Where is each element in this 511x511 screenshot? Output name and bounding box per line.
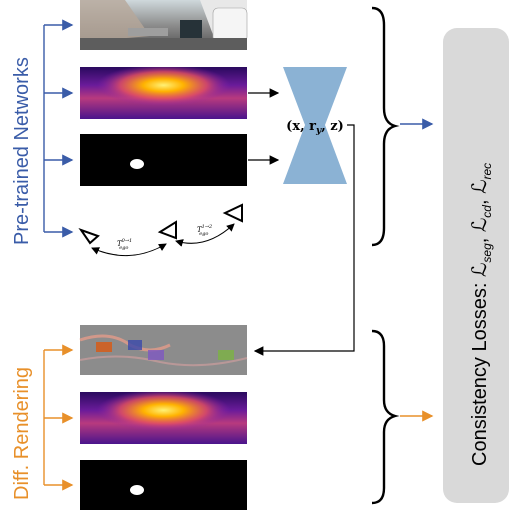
- depth-map-pred: [80, 67, 247, 119]
- consistency-loss-label: Consistency Losses: ℒseg, ℒcd, ℒrec: [469, 163, 494, 466]
- bottom-brace: [371, 329, 400, 505]
- pose-params-label: (x, ry, z): [286, 119, 344, 136]
- top-brace: [371, 6, 400, 247]
- camera-2-icon: [222, 203, 243, 223]
- mask-pred: [80, 134, 247, 186]
- ego-arrow-01: [91, 243, 167, 257]
- ego-poses: T0→1 ego T1→2 ego: [78, 203, 243, 257]
- camera-0-icon: [78, 228, 100, 245]
- input-photo: [80, 0, 248, 50]
- diff-rendering-label: Diff. Rendering: [11, 367, 33, 500]
- ego-12-label: T1→2 ego: [197, 224, 212, 237]
- consistency-loss-box: Consistency Losses: ℒseg, ℒcd, ℒrec: [443, 28, 509, 503]
- arrow-net-to-render: [253, 124, 355, 356]
- rendered-rgb: [79, 325, 248, 375]
- render-section: Diff. Rendering: [11, 344, 74, 500]
- camera-1-icon: [157, 220, 177, 240]
- ego-arrow-12: [175, 223, 235, 247]
- pretrained-section: Pre-trained Networks: [11, 19, 74, 245]
- pretrained-label: Pre-trained Networks: [11, 57, 33, 245]
- rendered-mask: [80, 460, 247, 510]
- pose-network: (x, ry, z): [283, 67, 347, 184]
- rendered-depth: [80, 392, 247, 444]
- ego-01-label: T0→1 ego: [117, 238, 132, 251]
